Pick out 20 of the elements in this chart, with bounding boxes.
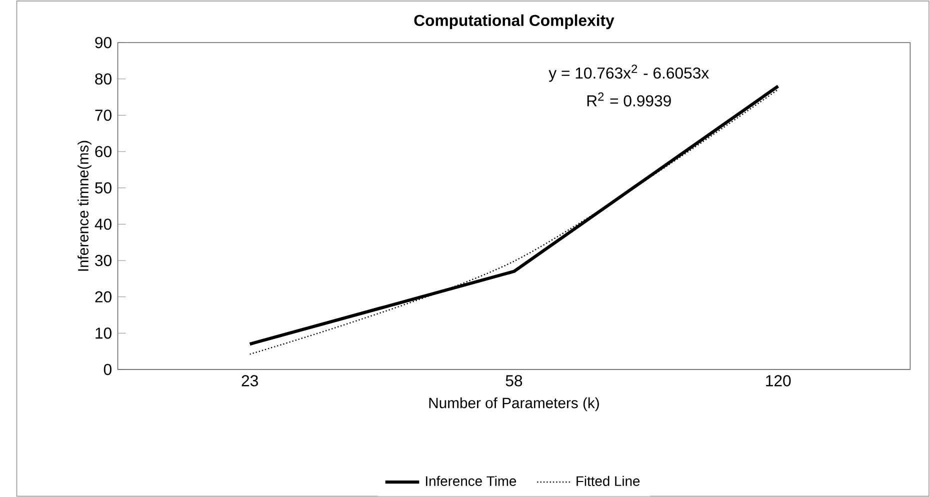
x-tick-label: 58 [506, 375, 522, 386]
y-tick-label: 30 [95, 254, 112, 266]
y-tick-label: 60 [95, 146, 112, 158]
legend-label: Inference Time [426, 476, 516, 486]
y-tick-label: 70 [95, 110, 112, 121]
x-tick-label: 120 [766, 375, 791, 386]
annotation: y = 10.763x$^{2}$ - 6.6053x [548, 64, 709, 82]
x-tick-label: 23 [242, 375, 258, 386]
legend-label: Fitted Line [576, 476, 640, 486]
y-tick-label: 80 [95, 73, 112, 84]
x-axis-title: Number of Parameters (k) [429, 397, 599, 412]
chart-title: Computational Complexity [414, 14, 614, 30]
y-tick-label: 40 [94, 218, 112, 230]
y-axis-title: Inference timne(ms) [78, 140, 92, 271]
y-tick-label: 50 [95, 182, 112, 194]
annotation: R$^{2}$ = 0.9939 [587, 92, 671, 106]
y-tick-label: 20 [95, 291, 112, 302]
y-tick-label: 10 [96, 327, 112, 339]
y-tick-label: 90 [95, 36, 112, 48]
y-tick-label: 0 [104, 364, 112, 375]
